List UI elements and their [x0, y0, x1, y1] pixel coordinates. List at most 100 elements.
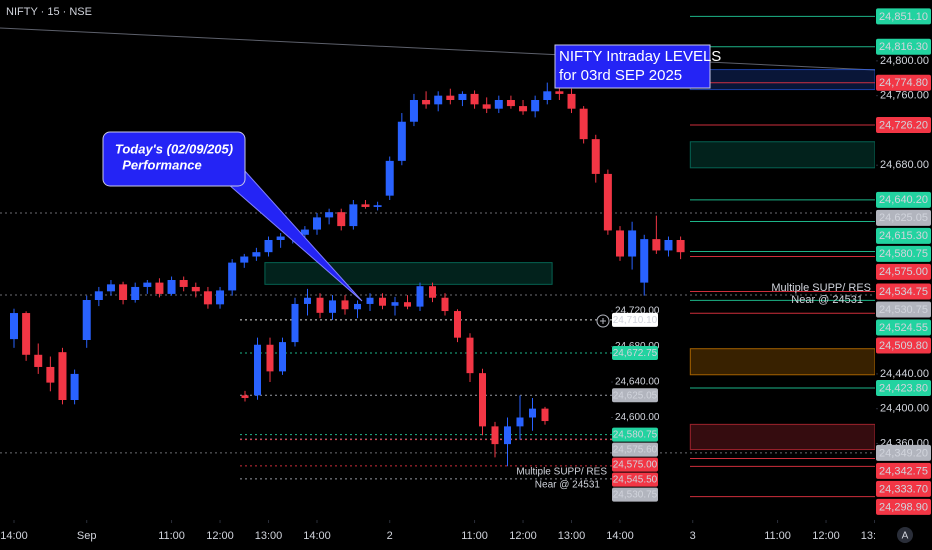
candle-body — [567, 93, 576, 109]
candle-body — [454, 311, 461, 338]
price-tag — [876, 245, 931, 262]
y-tick-label: 24,800.00 — [880, 55, 929, 67]
candle-body — [652, 239, 661, 251]
candle-body — [131, 286, 140, 300]
x-tick-label: 14:00 — [606, 530, 634, 542]
price-tag-label: 24,816.30 — [879, 41, 928, 53]
candle-body — [494, 100, 503, 109]
candle-body — [58, 352, 67, 400]
candle-body — [519, 106, 528, 112]
candle-body — [329, 300, 336, 313]
y-tick-label: 24,600.00 — [615, 412, 660, 423]
price-tag-label: 24,545.50 — [613, 475, 658, 486]
zone — [689, 423, 876, 451]
x-tick-label: 13:00 — [255, 530, 283, 542]
candle-body — [529, 408, 536, 418]
price-tag — [876, 444, 931, 461]
candle-body — [119, 284, 128, 300]
candle-body — [252, 252, 261, 257]
candle-body — [466, 337, 474, 374]
candle-body — [337, 212, 346, 227]
candle-body — [482, 104, 491, 109]
price-tag-label: 24,774.80 — [879, 77, 928, 89]
price-tag-label: 24,423.80 — [879, 382, 928, 394]
price-tag-label: 24,298.90 — [879, 501, 928, 513]
candle-body — [241, 395, 249, 398]
candle-body — [491, 426, 499, 445]
candle-body — [316, 297, 324, 313]
candle-body — [441, 297, 449, 312]
candle-body — [416, 286, 424, 307]
price-tag — [612, 457, 658, 472]
candle-body — [291, 303, 299, 343]
price-tag-label: 24,625.05 — [613, 390, 658, 401]
price-tag-label: 24,333.70 — [879, 483, 928, 495]
candle-body — [391, 302, 399, 306]
candle-body — [429, 286, 436, 298]
price-axis: 24,800.00 24,760.00 24,680.00 24,440.00 24,4… — [875, 0, 932, 550]
price-tag — [876, 283, 931, 300]
price-tag-label: 24,710.10 — [613, 315, 658, 326]
price-tag-label: 24,575.00 — [613, 460, 658, 471]
x-tick-label: 11:00 — [158, 530, 185, 542]
candle-body — [191, 286, 200, 292]
candle-body — [155, 282, 164, 294]
price-tag-label: 24,530.75 — [613, 490, 658, 501]
candle-body — [325, 212, 334, 218]
candle-body — [203, 291, 212, 305]
price-tag-label: 24,534.75 — [879, 286, 928, 298]
candle-body — [506, 100, 515, 107]
price-tag — [876, 380, 931, 396]
candle-body — [373, 205, 382, 207]
price-tag — [876, 117, 931, 134]
candle-body — [579, 108, 588, 140]
candle-body — [543, 91, 552, 100]
candle-body — [300, 229, 309, 235]
candle-body — [70, 373, 79, 400]
auto-scale-badge[interactable] — [897, 527, 913, 543]
candle-body — [366, 297, 374, 304]
price-tag — [876, 227, 931, 244]
price-tag — [876, 263, 931, 280]
zone — [689, 69, 876, 91]
candle-body — [628, 230, 637, 257]
price-tag — [612, 345, 658, 360]
price-tag-label: 24,726.20 — [879, 119, 928, 131]
candle-body — [9, 313, 18, 340]
candle-body — [279, 342, 286, 372]
candle-body — [615, 230, 624, 257]
candle-body — [22, 313, 31, 355]
candle-body — [106, 284, 115, 292]
candle-body — [179, 280, 188, 287]
price-tag — [876, 498, 931, 515]
levels-box-line: NIFTY Intraday LEVELS — [559, 48, 721, 65]
candle-body — [541, 408, 549, 422]
candle-body — [664, 240, 673, 251]
price-tag — [612, 487, 658, 502]
candle-body — [143, 282, 152, 287]
annotations: NIFTY Intraday LEVELS for 03rd SEP 2025 … — [6, 6, 871, 491]
candle-body — [312, 217, 321, 230]
candle-body — [531, 100, 540, 112]
x-tick-label: 12:00 — [206, 530, 234, 542]
price-tag — [612, 472, 658, 487]
candle-body — [676, 240, 685, 253]
candle-body — [228, 262, 237, 291]
candle-body — [458, 93, 467, 100]
price-tag-label: 24,615.30 — [879, 230, 928, 242]
zone — [689, 348, 876, 376]
overlay-note-line: Near @ 24531 — [535, 480, 601, 491]
price-tag-label: 24,640.20 — [879, 194, 928, 206]
candle-body — [404, 302, 411, 307]
zone — [264, 262, 553, 285]
callout-line: Today's (02/09/205) — [115, 141, 233, 156]
price-tag — [876, 191, 931, 208]
zone — [689, 141, 876, 169]
price-tag — [612, 427, 658, 442]
candle-body — [276, 236, 285, 240]
price-tag-label: 24,575.60 — [613, 445, 658, 456]
symbol-header: NIFTY · 15 · NSE — [6, 6, 92, 18]
price-tag — [876, 209, 931, 226]
candle-body — [640, 239, 649, 283]
